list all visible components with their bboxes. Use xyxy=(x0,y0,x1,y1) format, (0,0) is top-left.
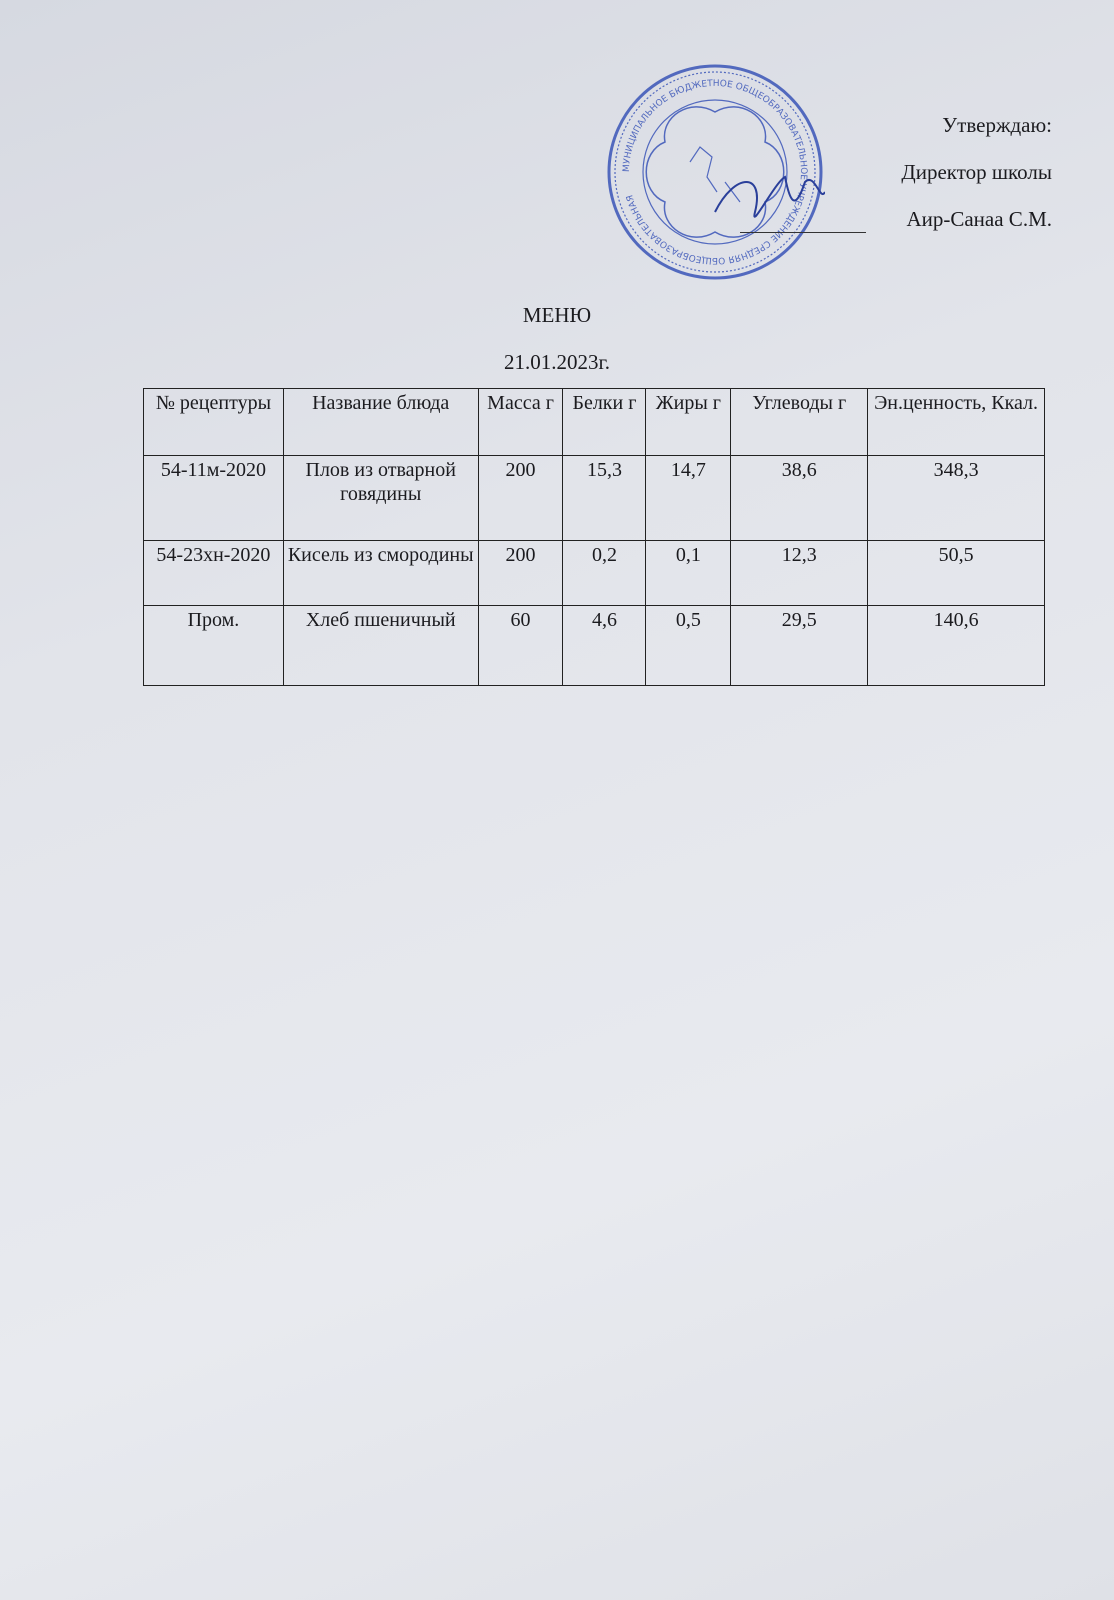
cell-mass: 200 xyxy=(477,540,564,606)
cell-mass: 60 xyxy=(477,605,564,686)
director-position: Директор школы xyxy=(901,160,1052,184)
table-row: 54-23хн-2020 Кисель из смородины 200 0,2… xyxy=(143,540,1045,606)
cell-fats: 0,1 xyxy=(645,540,732,606)
director-name: Аир-Санаа С.М. xyxy=(906,207,1052,231)
cell-energy: 348,3 xyxy=(867,455,1045,541)
table-row: 54-11м-2020 Плов из отварной говядины 20… xyxy=(143,455,1045,541)
table-header-row: № рецептуры Название блюда Масса г Белки… xyxy=(143,388,1045,456)
header-energy: Эн.ценность, Ккал. xyxy=(867,388,1045,456)
header-mass: Масса г xyxy=(477,388,564,456)
document-date: 21.01.2023г. xyxy=(504,350,610,374)
cell-carbs: 29,5 xyxy=(730,605,869,686)
svg-text:МУНИЦИПАЛЬНОЕ БЮДЖЕТНОЕ ОБЩЕОБ: МУНИЦИПАЛЬНОЕ БЮДЖЕТНОЕ ОБЩЕОБРАЗОВАТЕЛЬ… xyxy=(622,79,808,265)
menu-table: № рецептуры Название блюда Масса г Белки… xyxy=(143,388,1045,686)
signature-line xyxy=(740,232,866,233)
table-row: Пром. Хлеб пшеничный 60 4,6 0,5 29,5 140… xyxy=(143,605,1045,686)
cell-carbs: 12,3 xyxy=(730,540,869,606)
cell-dish-name: Плов из отварной говядины xyxy=(282,455,479,541)
cell-energy: 140,6 xyxy=(867,605,1045,686)
cell-fats: 14,7 xyxy=(645,455,732,541)
cell-proteins: 0,2 xyxy=(562,540,647,606)
header-dish-name: Название блюда xyxy=(282,388,479,456)
header-recipe-no: № рецептуры xyxy=(143,388,284,456)
cell-fats: 0,5 xyxy=(645,605,732,686)
approve-label: Утверждаю: xyxy=(942,113,1052,137)
document-title: МЕНЮ xyxy=(522,303,592,327)
school-stamp: МУНИЦИПАЛЬНОЕ БЮДЖЕТНОЕ ОБЩЕОБРАЗОВАТЕЛЬ… xyxy=(607,64,825,280)
cell-proteins: 4,6 xyxy=(562,605,647,686)
cell-recipe-no: Пром. xyxy=(143,605,284,686)
header-proteins: Белки г xyxy=(562,388,647,456)
cell-dish-name: Хлеб пшеничный xyxy=(282,605,479,686)
header-fats: Жиры г xyxy=(645,388,732,456)
header-carbs: Углеводы г xyxy=(730,388,869,456)
cell-proteins: 15,3 xyxy=(562,455,647,541)
cell-mass: 200 xyxy=(477,455,564,541)
cell-recipe-no: 54-23хн-2020 xyxy=(143,540,284,606)
cell-carbs: 38,6 xyxy=(730,455,869,541)
cell-dish-name: Кисель из смородины xyxy=(282,540,479,606)
cell-recipe-no: 54-11м-2020 xyxy=(143,455,284,541)
cell-energy: 50,5 xyxy=(867,540,1045,606)
